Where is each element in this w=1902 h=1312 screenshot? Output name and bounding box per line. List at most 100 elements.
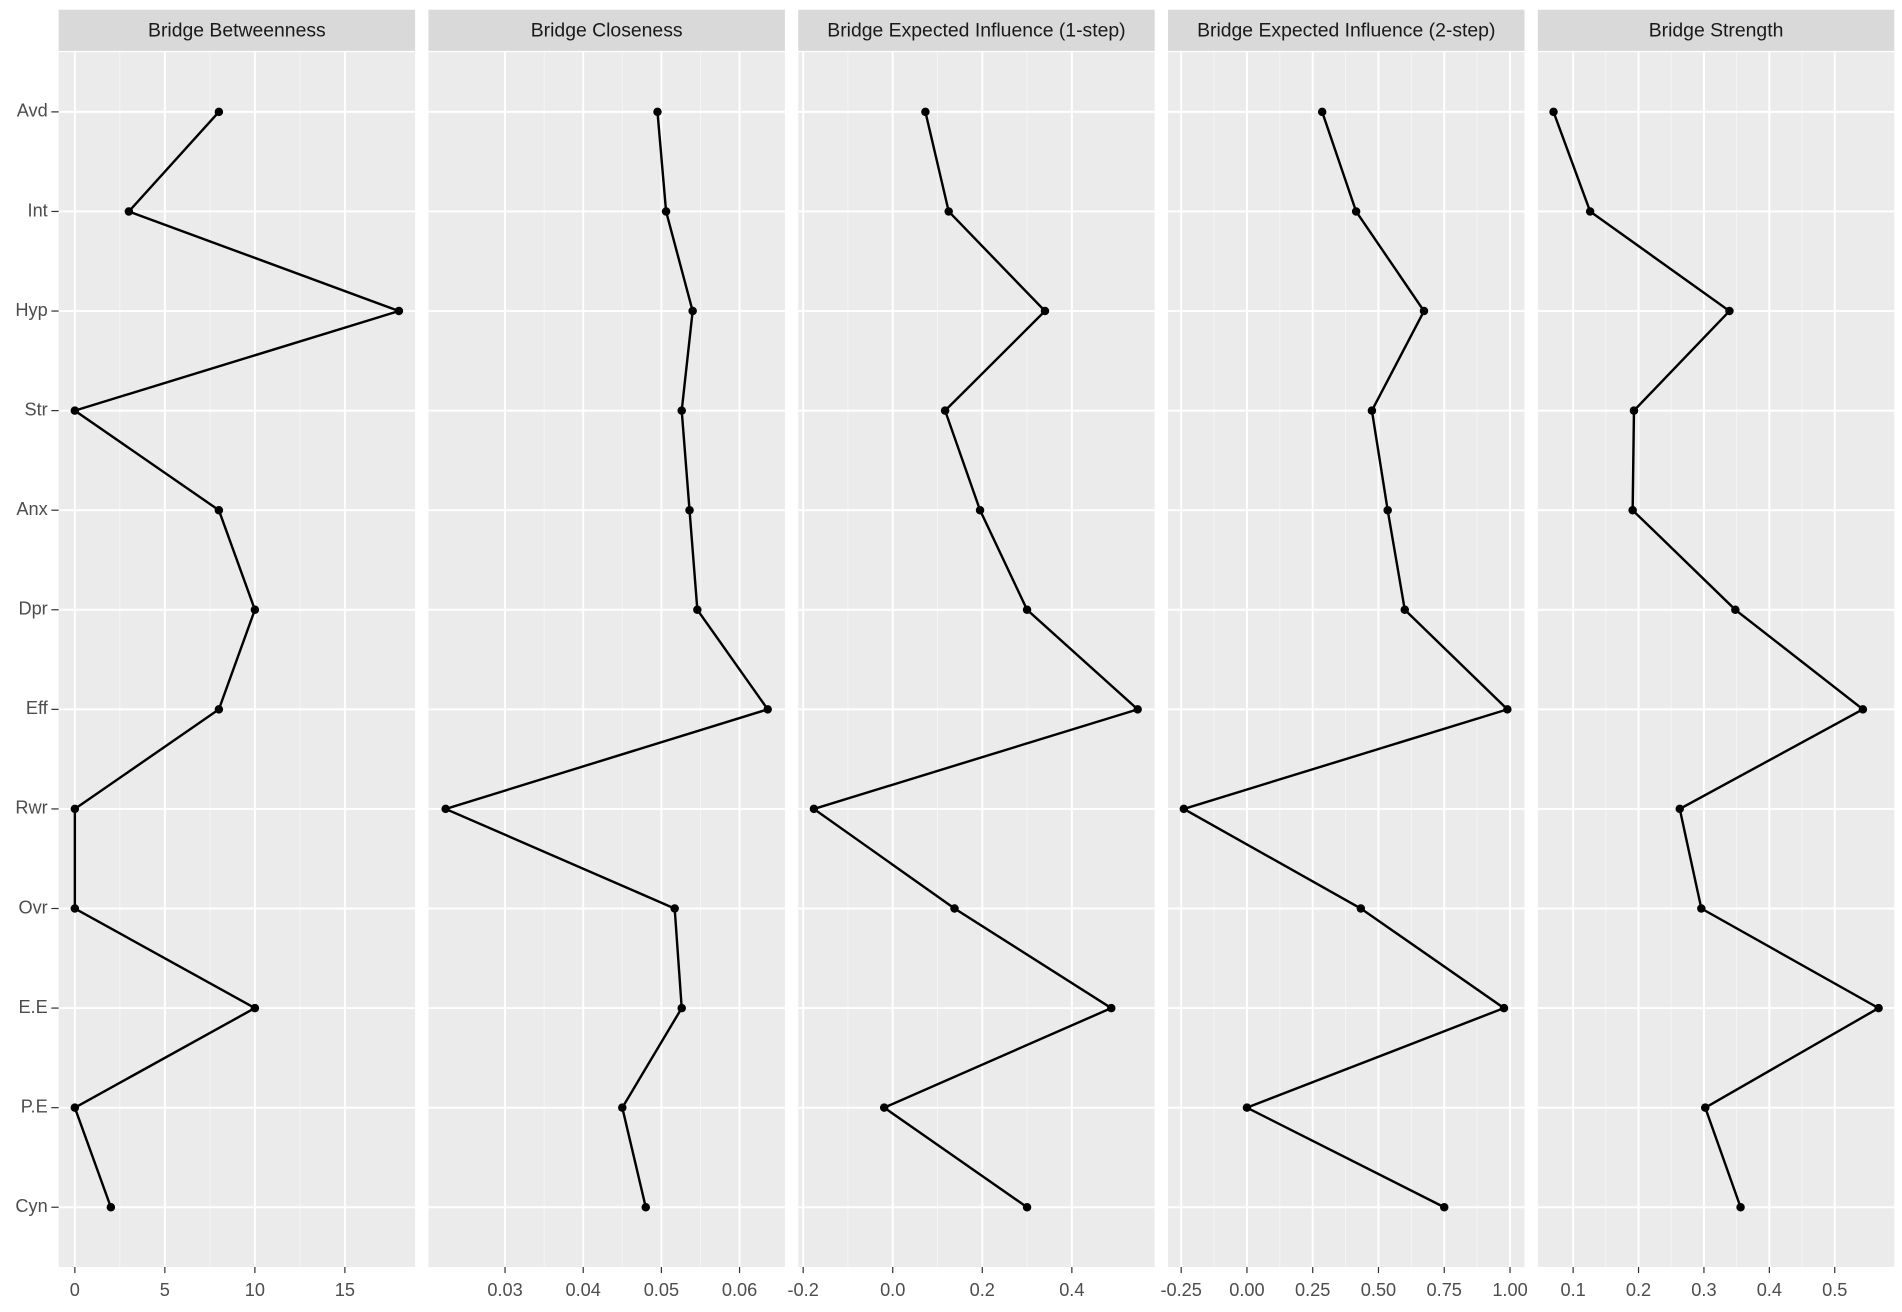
point bbox=[1701, 1103, 1710, 1112]
point bbox=[688, 306, 697, 316]
y-tick-label: Str bbox=[25, 399, 48, 419]
point bbox=[1628, 505, 1637, 515]
point bbox=[618, 1103, 627, 1112]
point bbox=[661, 207, 671, 216]
point bbox=[944, 207, 953, 216]
point bbox=[975, 505, 985, 515]
x-tick-label: 0.4 bbox=[1059, 1280, 1084, 1300]
x-tick-label: -0.2 bbox=[787, 1280, 818, 1300]
point bbox=[70, 1103, 80, 1112]
x-tick-label: 10 bbox=[245, 1280, 265, 1300]
strip-background bbox=[1537, 9, 1895, 51]
point bbox=[1731, 605, 1740, 615]
x-tick-label: 0.5 bbox=[1822, 1280, 1847, 1300]
point bbox=[1242, 1103, 1252, 1112]
point bbox=[1022, 605, 1032, 615]
y-tick-label: Dpr bbox=[18, 599, 47, 619]
point bbox=[693, 605, 702, 615]
line bbox=[72, 111, 403, 1208]
point bbox=[677, 1003, 686, 1013]
point bbox=[1356, 904, 1366, 913]
y-tick-label: Eff bbox=[26, 698, 49, 718]
y-tick-label: Avd bbox=[17, 101, 48, 121]
y-tick-label: Int bbox=[28, 200, 48, 220]
point bbox=[1367, 406, 1377, 415]
point bbox=[1499, 1003, 1509, 1013]
panel-title: Bridge Betweenness bbox=[148, 20, 326, 42]
point bbox=[1022, 1202, 1032, 1212]
point bbox=[1549, 107, 1558, 117]
y-tick-label: P.E bbox=[21, 1096, 48, 1116]
point bbox=[214, 705, 224, 714]
point bbox=[70, 804, 80, 814]
x-tick-label: 0.2 bbox=[1626, 1280, 1651, 1300]
strip-background bbox=[798, 9, 1155, 51]
strip-background bbox=[428, 9, 785, 51]
point bbox=[106, 1202, 116, 1212]
x-tick-label: 0 bbox=[70, 1280, 80, 1300]
point bbox=[1503, 705, 1512, 714]
point bbox=[1629, 406, 1639, 415]
x-tick-label: 5 bbox=[160, 1280, 170, 1300]
point bbox=[250, 605, 260, 615]
x-tick-label: -0.25 bbox=[1160, 1280, 1201, 1300]
x-tick-label: 0.1 bbox=[1561, 1280, 1586, 1300]
x-tick-label: 0.0 bbox=[880, 1280, 905, 1300]
point bbox=[250, 1003, 260, 1013]
line bbox=[1552, 111, 1882, 1208]
point bbox=[1858, 705, 1868, 714]
point bbox=[1133, 705, 1142, 714]
panel-title: Bridge Strength bbox=[1649, 20, 1784, 42]
x-tick-label: 0.25 bbox=[1295, 1280, 1330, 1300]
point bbox=[641, 1202, 650, 1212]
panel-title: Bridge Closeness bbox=[531, 20, 683, 42]
y-tick-label: Rwr bbox=[15, 798, 47, 818]
strip-background bbox=[58, 9, 416, 51]
panel-background bbox=[428, 52, 785, 1267]
point bbox=[1725, 306, 1734, 316]
y-tick-label: Hyp bbox=[15, 300, 47, 320]
point bbox=[1040, 306, 1050, 316]
y-tick-label: Anx bbox=[16, 499, 47, 519]
x-tick-label: 0.3 bbox=[1691, 1280, 1716, 1300]
point bbox=[1697, 904, 1706, 913]
point bbox=[1351, 207, 1361, 216]
x-tick-label: 0.50 bbox=[1361, 1280, 1396, 1300]
y-tick-label: E.E bbox=[18, 997, 47, 1017]
x-tick-label: 0.75 bbox=[1427, 1280, 1462, 1300]
point bbox=[809, 804, 819, 814]
point bbox=[921, 107, 930, 117]
x-tick-label: 0.04 bbox=[566, 1280, 601, 1300]
point bbox=[441, 804, 450, 814]
x-tick-label: 0.06 bbox=[722, 1280, 757, 1300]
x-tick-label: 0.05 bbox=[644, 1280, 679, 1300]
point bbox=[677, 406, 686, 415]
panel-title: Bridge Expected Influence (1-step) bbox=[827, 20, 1125, 42]
y-tick-label: Ovr bbox=[18, 897, 47, 917]
point bbox=[394, 306, 404, 316]
x-tick-label: 0.03 bbox=[487, 1280, 522, 1300]
point bbox=[1675, 804, 1684, 814]
panel-background bbox=[798, 52, 1155, 1267]
point bbox=[1383, 505, 1392, 515]
point bbox=[124, 207, 134, 216]
point bbox=[70, 904, 80, 913]
point bbox=[1419, 306, 1429, 316]
point bbox=[1585, 207, 1595, 216]
x-tick-label: 15 bbox=[335, 1280, 355, 1300]
point bbox=[685, 505, 694, 515]
y-tick-label: Cyn bbox=[15, 1196, 47, 1216]
panel-background bbox=[1168, 52, 1525, 1267]
point bbox=[950, 904, 959, 913]
panel-background bbox=[1537, 52, 1895, 1267]
point bbox=[1440, 1202, 1449, 1212]
point bbox=[1107, 1003, 1116, 1013]
strip-background bbox=[1168, 9, 1525, 51]
point bbox=[763, 705, 772, 714]
point bbox=[1317, 107, 1327, 117]
point bbox=[70, 406, 80, 415]
point bbox=[1736, 1202, 1745, 1212]
point bbox=[1179, 804, 1189, 814]
point bbox=[879, 1103, 889, 1112]
